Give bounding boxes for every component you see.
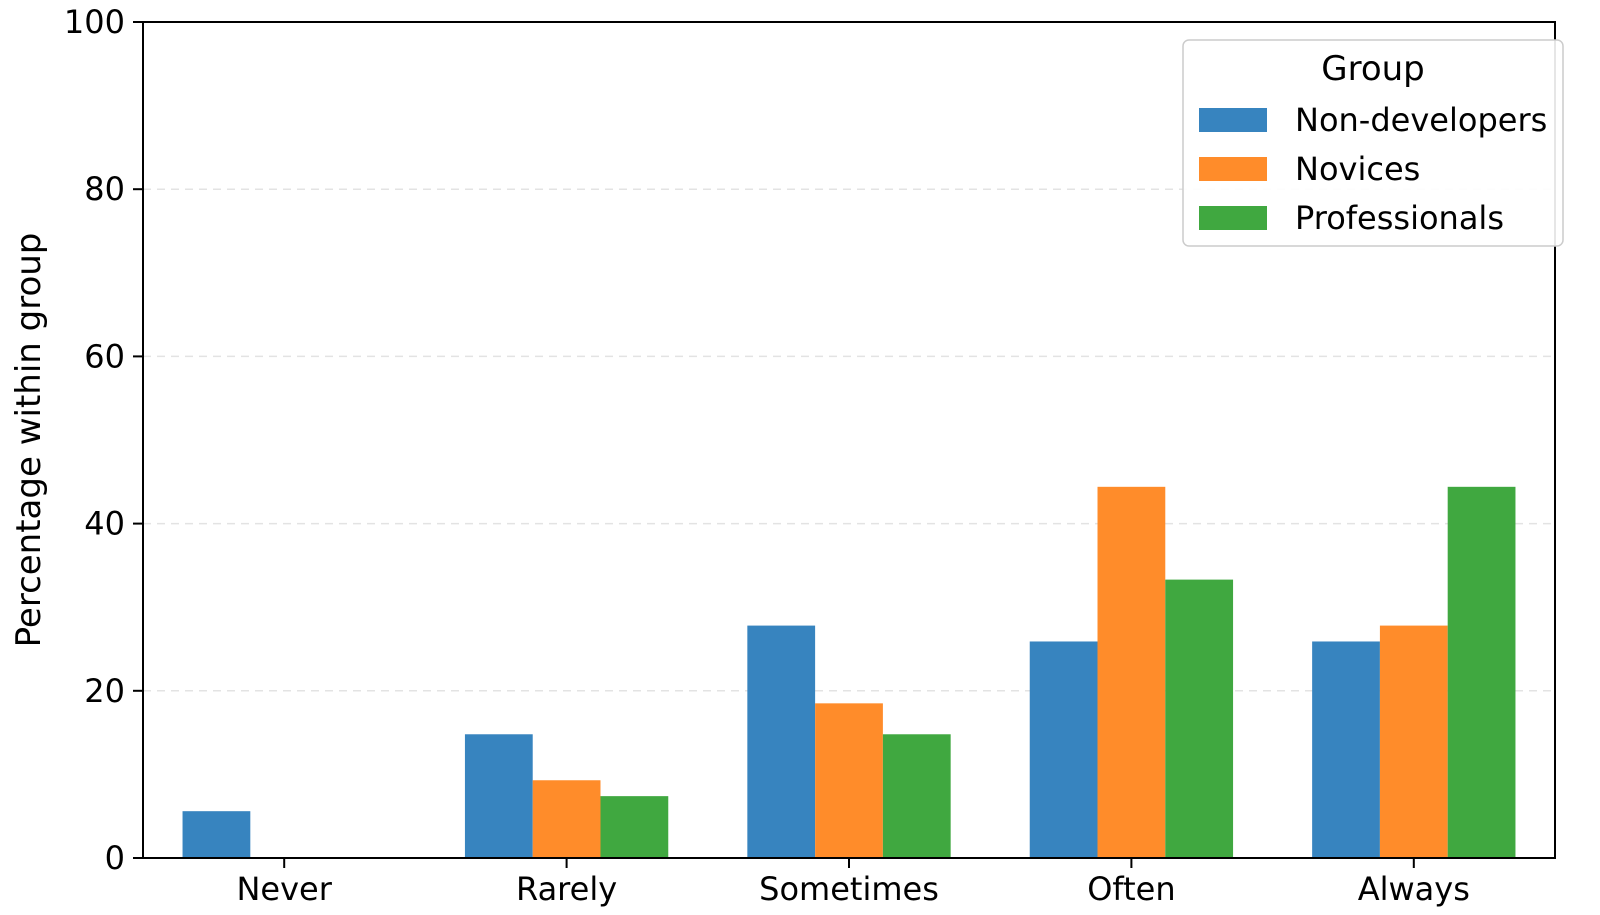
legend-title: Group <box>1321 49 1425 89</box>
y-tick-label: 80 <box>84 170 125 208</box>
legend-entry: Professionals <box>1295 199 1504 237</box>
legend-items: Non-developers Novices Professionals <box>1199 101 1547 237</box>
legend-swatch <box>1199 157 1267 181</box>
x-tick-label: Always <box>1358 870 1470 908</box>
x-tick-label: Often <box>1087 870 1175 908</box>
y-tick-label: 100 <box>64 3 125 41</box>
x-tick-label: Never <box>236 870 332 908</box>
y-tick-label: 0 <box>105 839 125 877</box>
y-tick-label: 60 <box>84 337 125 375</box>
y-tick-label: 20 <box>84 672 125 710</box>
bar-novices-sometimes <box>815 703 883 858</box>
bar-professionals-often <box>1165 579 1234 858</box>
legend-swatch <box>1199 206 1267 230</box>
x-axis: Never Rarely Sometimes Often Always <box>236 858 1470 908</box>
bar-professionals-rarely <box>600 796 669 858</box>
bar-novices-always <box>1379 625 1448 858</box>
bar-professionals-always <box>1447 486 1516 858</box>
grid-lines <box>143 188 1555 692</box>
legend-entry: Novices <box>1295 150 1420 188</box>
bar-novices-often <box>1097 486 1166 858</box>
bar-non-developers-always <box>1312 641 1380 858</box>
legend-box <box>1182 39 1564 247</box>
y-tick-label: 40 <box>84 505 125 543</box>
y-axis-label: Percentage within group <box>9 233 49 648</box>
bar-non-developers-never <box>182 811 251 858</box>
bar-non-developers-rarely <box>464 734 533 858</box>
y-axis: 0 20 40 60 80 100 <box>64 3 143 877</box>
x-tick-label: Sometimes <box>759 870 939 908</box>
bar-professionals-sometimes <box>882 734 951 858</box>
legend-entry: Non-developers <box>1295 101 1547 139</box>
bar-non-developers-often <box>1029 641 1098 858</box>
x-tick-label: Rarely <box>516 870 617 908</box>
legend-swatch <box>1199 108 1267 132</box>
bar-novices-rarely <box>532 780 601 858</box>
bar-non-developers-sometimes <box>747 625 816 858</box>
bars <box>182 486 1516 858</box>
legend: Group Non-developers Novices Professionals <box>1182 39 1564 247</box>
